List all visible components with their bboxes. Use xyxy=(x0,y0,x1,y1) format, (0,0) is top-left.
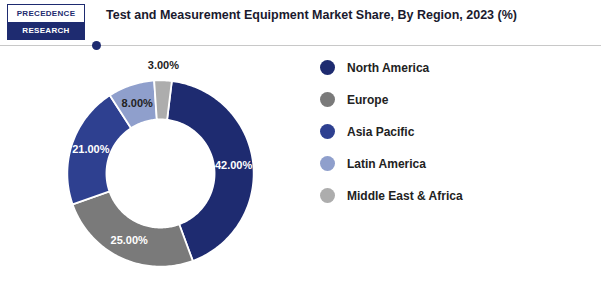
svg-text:21.00%: 21.00% xyxy=(72,143,110,155)
svg-text:3.00%: 3.00% xyxy=(148,59,179,71)
html-text:North America: North America xyxy=(347,60,430,75)
html-text:Middle East & Africa: Middle East & Africa xyxy=(347,188,463,203)
svg-text:8.00%: 8.00% xyxy=(122,97,153,109)
html-text:RESEARCH: RESEARCH xyxy=(22,26,70,35)
svg-text:42.00%: 42.00% xyxy=(215,159,253,171)
html-text:PRECEDENCE: PRECEDENCE xyxy=(16,9,76,18)
html-text:Asia Pacific: Asia Pacific xyxy=(347,124,415,139)
html-text:Europe: Europe xyxy=(347,92,389,107)
svg-text:25.00%: 25.00% xyxy=(111,234,149,246)
html-text:Test and Measurement Equipment: Test and Measurement Equipment Market Sh… xyxy=(106,8,517,22)
html-text:Latin America: Latin America xyxy=(347,156,426,171)
